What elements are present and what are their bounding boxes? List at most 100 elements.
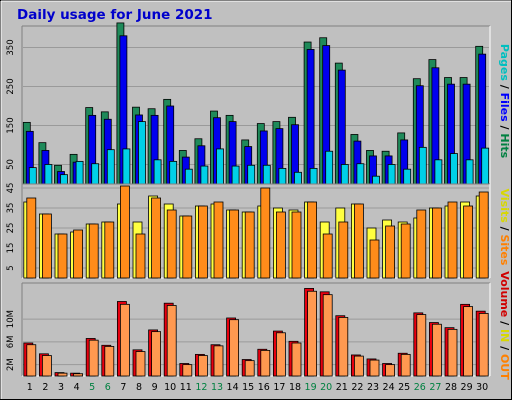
bar-pages-day-5 xyxy=(91,163,100,185)
y-tick-label-hits-files-pages: 250 xyxy=(6,78,16,94)
bar-out-day-30 xyxy=(478,313,489,377)
x-tick-label-day-3: 3 xyxy=(58,382,64,393)
chart-title: Daily usage for June 2021 xyxy=(17,7,213,23)
x-tick-label-day-29: 29 xyxy=(461,382,473,393)
bar-sites-day-12 xyxy=(197,205,208,279)
y-tick-label-hits-files-pages: 50 xyxy=(6,159,16,170)
bar-pages-day-24 xyxy=(387,164,396,185)
bar-sites-day-25 xyxy=(400,223,411,279)
x-tick-label-day-1: 1 xyxy=(27,382,33,393)
y-tick-label-volume: 2M xyxy=(6,358,16,371)
x-tick-label-day-7: 7 xyxy=(120,382,126,393)
bar-sites-day-8 xyxy=(135,233,146,279)
legend-part-hits-files-pages-0: Pages xyxy=(498,44,511,82)
bar-pages-day-1 xyxy=(28,167,37,185)
x-tick-label-day-10: 10 xyxy=(164,382,176,393)
y-tick-label-visits-sites: 45 xyxy=(6,183,16,194)
y-tick-label-volume: 10M xyxy=(6,310,16,328)
bar-pages-day-29 xyxy=(465,159,474,185)
bar-out-day-1 xyxy=(26,344,37,377)
legend-part-hits-files-pages-3: / xyxy=(498,122,511,134)
y-tick-label-visits-sites: 35 xyxy=(6,203,16,214)
x-tick-label-day-5: 5 xyxy=(89,382,95,393)
y-tick-label-visits-sites: 15 xyxy=(6,243,16,254)
bar-pages-day-8 xyxy=(138,121,146,185)
bar-out-day-11 xyxy=(182,364,193,377)
legend-part-volume-3: / xyxy=(498,342,511,354)
plot-area-hits-files-pages xyxy=(22,26,490,184)
bar-pages-day-27 xyxy=(434,159,443,185)
x-tick-label-day-19: 19 xyxy=(305,382,317,393)
bar-pages-day-13 xyxy=(216,148,224,185)
bar-pages-day-4 xyxy=(75,160,84,185)
bar-pages-day-18 xyxy=(294,171,302,185)
bar-sites-day-17 xyxy=(275,211,286,279)
bar-out-day-19 xyxy=(307,290,318,377)
bar-pages-day-23 xyxy=(372,175,380,185)
bar-pages-day-17 xyxy=(278,167,287,185)
legend-label-hits-files-pages: Pages / Files / Hits xyxy=(498,44,511,159)
bar-sites-day-29 xyxy=(463,205,474,279)
bar-sites-day-24 xyxy=(385,225,396,279)
bar-out-day-25 xyxy=(400,353,411,377)
legend-part-hits-files-pages-1: / xyxy=(498,81,511,93)
bar-out-day-7 xyxy=(120,303,130,377)
bar-sites-day-26 xyxy=(416,209,427,279)
bar-pages-day-10 xyxy=(169,160,178,185)
legend-part-volume-0: Volume xyxy=(498,271,511,317)
x-tick-label-day-30: 30 xyxy=(476,382,488,393)
bar-sites-day-5 xyxy=(88,223,99,279)
x-tick-label-day-6: 6 xyxy=(105,382,111,393)
bar-pages-day-22 xyxy=(356,163,365,185)
x-tick-label-day-20: 20 xyxy=(320,382,332,393)
bar-out-day-27 xyxy=(431,323,442,377)
bar-sites-day-27 xyxy=(431,207,442,279)
bar-sites-day-28 xyxy=(447,201,458,279)
x-tick-label-day-2: 2 xyxy=(42,382,48,393)
legend-part-volume-4: OUT xyxy=(498,354,511,380)
x-axis-day-labels: 1 2 3 4 5 6 7 8 9 10 11 12 13 14 15 16 17 18 19 20 21 22 23 24 2… xyxy=(27,382,488,393)
x-tick-label-day-18: 18 xyxy=(289,382,301,393)
legend-label-visits-sites: Visits / Sites xyxy=(498,189,511,266)
x-tick-label-day-23: 23 xyxy=(367,382,379,393)
x-tick-label-day-9: 9 xyxy=(152,382,158,393)
bar-pages-day-16 xyxy=(262,164,271,185)
bar-sites-day-7 xyxy=(120,185,130,279)
bar-sites-day-9 xyxy=(151,197,162,279)
bar-pages-day-2 xyxy=(44,164,53,185)
x-tick-label-day-4: 4 xyxy=(74,382,80,393)
x-tick-label-day-16: 16 xyxy=(258,382,270,393)
bar-pages-day-6 xyxy=(106,149,115,185)
bar-sites-day-23 xyxy=(369,239,380,279)
x-tick-label-day-26: 26 xyxy=(414,382,426,393)
bar-sites-day-22 xyxy=(353,203,364,279)
bar-out-day-18 xyxy=(291,342,302,377)
bar-out-day-8 xyxy=(135,351,146,377)
x-tick-label-day-21: 21 xyxy=(336,382,348,393)
x-tick-label-day-27: 27 xyxy=(429,382,441,393)
legend-label-volume: Volume / IN / OUT xyxy=(498,271,511,380)
legend-part-volume-1: / xyxy=(498,317,511,329)
bar-out-day-24 xyxy=(385,364,396,377)
bar-pages-day-30 xyxy=(481,147,490,185)
x-tick-label-day-25: 25 xyxy=(398,382,410,393)
bar-sites-day-11 xyxy=(182,215,193,279)
bar-sites-day-19 xyxy=(307,201,318,279)
bar-files-day-19 xyxy=(306,49,315,185)
legend-part-volume-2: IN xyxy=(498,329,511,342)
chart-panels: 50 150 250 350 Pages / Files / Hits 5 15 25 35 45… xyxy=(6,22,511,380)
bar-pages-day-14 xyxy=(231,165,240,185)
bar-out-day-22 xyxy=(353,355,364,377)
bar-sites-day-4 xyxy=(73,229,83,279)
x-tick-label-day-15: 15 xyxy=(242,382,254,393)
y-tick-label-visits-sites: 5 xyxy=(6,265,16,270)
bar-pages-day-21 xyxy=(340,164,349,185)
bar-sites-day-16 xyxy=(260,187,271,279)
bar-out-day-28 xyxy=(447,328,458,377)
bar-sites-day-3 xyxy=(57,233,68,279)
y-tick-label-volume: 6M xyxy=(6,336,16,349)
legend-part-visits-sites-1: / xyxy=(498,223,511,235)
x-tick-label-day-14: 14 xyxy=(227,382,239,393)
bar-out-day-13 xyxy=(213,345,224,377)
